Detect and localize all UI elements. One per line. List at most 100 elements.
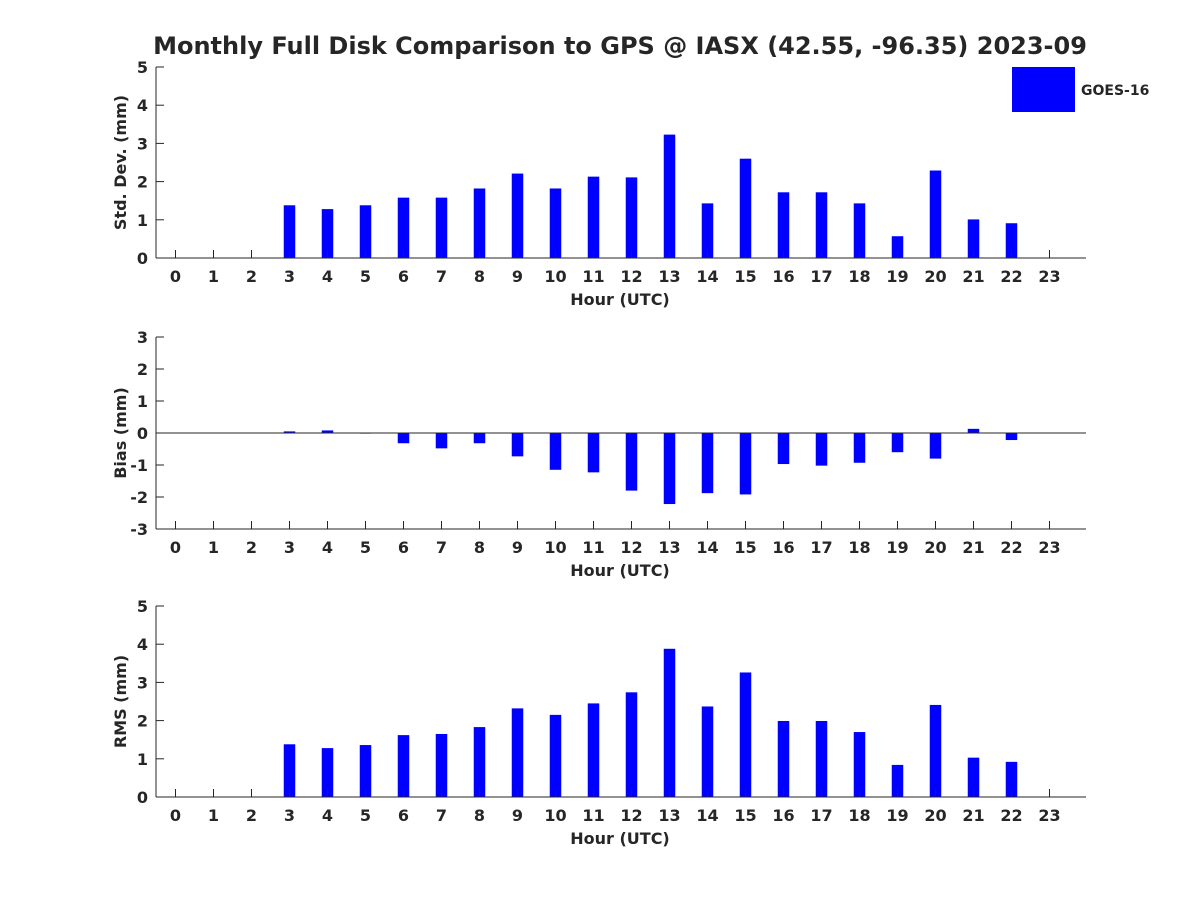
x-tick-label: 1 xyxy=(208,538,219,557)
x-tick-label: 14 xyxy=(696,806,718,825)
bar-hour-6 xyxy=(397,197,410,258)
x-tick-label: 3 xyxy=(284,806,295,825)
bar-hour-12 xyxy=(625,433,638,491)
y-tick-label: -3 xyxy=(130,520,148,539)
y-axis-label: Bias (mm) xyxy=(111,387,130,479)
x-tick-label: 17 xyxy=(810,267,832,286)
bar-hour-11 xyxy=(587,703,600,797)
bar-hour-7 xyxy=(435,197,448,258)
bar-hour-10 xyxy=(549,188,562,258)
bar-hour-20 xyxy=(929,433,942,459)
bar-hour-18 xyxy=(853,732,866,797)
bar-hour-6 xyxy=(397,735,410,797)
y-tick-label: 0 xyxy=(137,249,148,268)
x-tick-label: 2 xyxy=(246,267,257,286)
x-tick-label: 18 xyxy=(848,267,870,286)
x-tick-label: 4 xyxy=(322,267,333,286)
chart-title: Monthly Full Disk Comparison to GPS @ IA… xyxy=(153,32,1087,60)
y-tick-label: 4 xyxy=(137,635,148,654)
x-tick-label: 15 xyxy=(734,538,756,557)
x-tick-label: 2 xyxy=(246,806,257,825)
bar-hour-7 xyxy=(435,733,448,797)
bar-hour-4 xyxy=(321,748,334,797)
bar-hour-3 xyxy=(283,744,296,797)
x-tick-label: 22 xyxy=(1000,538,1022,557)
bar-hour-20 xyxy=(929,170,942,258)
bar-hour-19 xyxy=(891,764,904,797)
legend-swatch xyxy=(1012,67,1075,112)
bar-hour-14 xyxy=(701,433,714,494)
x-tick-label: 13 xyxy=(658,267,680,286)
bar-hour-3 xyxy=(283,205,296,258)
bar-hour-15 xyxy=(739,433,752,495)
x-tick-label: 21 xyxy=(962,538,984,557)
y-tick-label: 2 xyxy=(137,173,148,192)
y-tick-label: 2 xyxy=(137,712,148,731)
x-tick-label: 9 xyxy=(512,538,523,557)
bar-hour-9 xyxy=(511,173,524,258)
x-tick-label: 19 xyxy=(886,538,908,557)
x-tick-label: 12 xyxy=(620,538,642,557)
bar-hour-4 xyxy=(321,430,334,433)
x-tick-label: 6 xyxy=(398,267,409,286)
x-tick-label: 12 xyxy=(620,267,642,286)
bar-hour-9 xyxy=(511,433,524,457)
x-tick-label: 11 xyxy=(582,267,604,286)
y-tick-label: 1 xyxy=(137,211,148,230)
bar-hour-13 xyxy=(663,433,676,505)
x-tick-label: 16 xyxy=(772,806,794,825)
x-tick-label: 0 xyxy=(170,806,181,825)
x-tick-label: 5 xyxy=(360,538,371,557)
y-tick-label: 3 xyxy=(137,328,148,347)
y-tick-label: 5 xyxy=(137,58,148,77)
bar-hour-21 xyxy=(967,757,980,797)
x-tick-label: 14 xyxy=(696,538,718,557)
x-tick-label: 22 xyxy=(1000,267,1022,286)
legend: GOES-16 xyxy=(1012,67,1149,112)
x-tick-label: 9 xyxy=(512,267,523,286)
bar-hour-12 xyxy=(625,692,638,797)
x-tick-label: 16 xyxy=(772,267,794,286)
x-tick-label: 11 xyxy=(582,806,604,825)
x-tick-label: 7 xyxy=(436,538,447,557)
x-tick-label: 6 xyxy=(398,538,409,557)
x-tick-label: 5 xyxy=(360,806,371,825)
x-tick-label: 18 xyxy=(848,538,870,557)
legend-label: GOES-16 xyxy=(1081,83,1149,99)
x-tick-label: 15 xyxy=(734,267,756,286)
bar-hour-15 xyxy=(739,158,752,258)
bar-hour-22 xyxy=(1005,761,1018,797)
bar-hour-8 xyxy=(473,727,486,797)
bar-hour-4 xyxy=(321,209,334,258)
x-tick-label: 3 xyxy=(284,267,295,286)
x-tick-label: 7 xyxy=(436,267,447,286)
bar-hour-14 xyxy=(701,706,714,797)
bar-hour-17 xyxy=(815,433,828,466)
x-tick-label: 20 xyxy=(924,538,946,557)
x-tick-label: 1 xyxy=(208,267,219,286)
bar-hour-18 xyxy=(853,433,866,463)
x-tick-label: 8 xyxy=(474,538,485,557)
bar-hour-7 xyxy=(435,433,448,449)
bar-hour-15 xyxy=(739,672,752,797)
x-tick-label: 21 xyxy=(962,806,984,825)
y-axis-label: Std. Dev. (mm) xyxy=(111,95,130,230)
bar-hour-16 xyxy=(777,433,790,465)
x-tick-label: 16 xyxy=(772,538,794,557)
x-tick-label: 21 xyxy=(962,267,984,286)
x-tick-label: 15 xyxy=(734,806,756,825)
x-tick-label: 4 xyxy=(322,806,333,825)
y-tick-label: 0 xyxy=(137,788,148,807)
x-tick-label: 19 xyxy=(886,806,908,825)
x-tick-label: 1 xyxy=(208,806,219,825)
x-tick-label: 4 xyxy=(322,538,333,557)
bar-hour-13 xyxy=(663,648,676,797)
x-tick-label: 3 xyxy=(284,538,295,557)
x-tick-label: 2 xyxy=(246,538,257,557)
x-tick-label: 17 xyxy=(810,806,832,825)
x-tick-label: 10 xyxy=(544,267,566,286)
